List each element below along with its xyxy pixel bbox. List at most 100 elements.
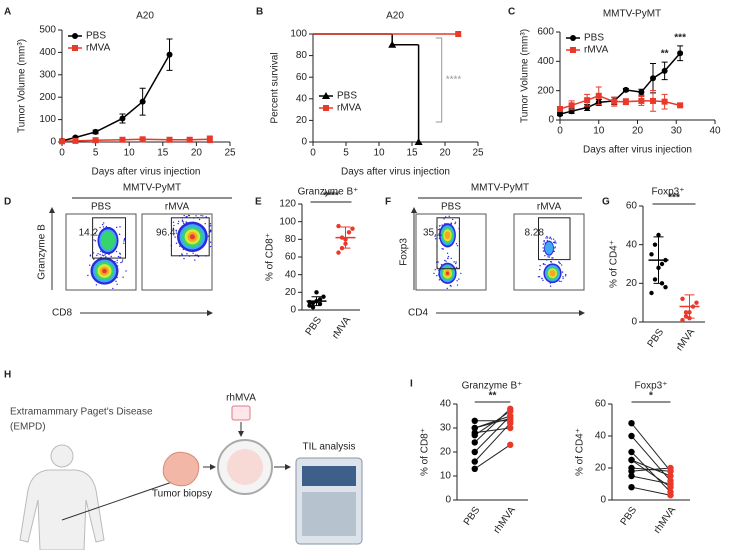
data-point (628, 420, 635, 427)
event-dot (564, 273, 567, 276)
y-axis-label: Tumor Volume (mm³) (17, 39, 28, 133)
density-contour (444, 231, 451, 240)
y-tick-label: 20 (296, 115, 308, 126)
event-dot (447, 255, 450, 258)
y-tick-label: 80 (285, 234, 297, 245)
event-dot (442, 248, 444, 250)
series-line (559, 52, 681, 115)
event-dot (433, 272, 435, 275)
pair-line (631, 467, 671, 472)
data-point (507, 408, 514, 415)
event-dot (202, 215, 204, 217)
data-point (628, 472, 635, 480)
data-point (628, 448, 635, 456)
event-dot (119, 226, 121, 228)
data-point (350, 226, 355, 231)
event-dot (123, 240, 125, 242)
y-axis-label: Granzyme B (37, 224, 48, 280)
density-contour (445, 271, 450, 276)
chart-title: Foxp3⁺ (634, 381, 667, 392)
event-dot (538, 275, 541, 278)
event-dot (209, 223, 212, 225)
biopsy-label: Tumor biopsy (152, 489, 212, 500)
pair-line (631, 459, 671, 477)
event-dot (183, 222, 185, 225)
event-dot (173, 224, 175, 227)
event-dot (209, 225, 212, 227)
event-dot (115, 280, 117, 283)
sample-label: PBS (441, 202, 461, 213)
legend-label: rMVA (86, 43, 111, 54)
event-dot (554, 240, 556, 242)
pair-line (474, 444, 511, 470)
event-dot (541, 277, 543, 280)
marker (186, 136, 193, 143)
marker (677, 102, 684, 109)
event-dot (181, 219, 184, 221)
event-dot (120, 261, 122, 264)
gate (436, 217, 460, 270)
x-tick-label: 0 (59, 148, 65, 159)
event-dot (101, 223, 104, 226)
y-tick-label: 0 (600, 495, 606, 506)
x-tick-label: PBS (646, 327, 667, 350)
event-dot (455, 242, 458, 245)
legend-marker (72, 33, 78, 39)
data-point (471, 439, 478, 446)
y-tick-label: 20 (440, 447, 452, 458)
marker (650, 97, 656, 104)
y-tick-label: 60 (285, 252, 297, 263)
event-dot (175, 232, 178, 234)
marker (119, 136, 126, 143)
data-point (471, 424, 478, 432)
data-point (656, 232, 661, 238)
y-axis-label: % of CD4⁺ (575, 428, 586, 476)
event-dot (549, 237, 551, 239)
event-dot (122, 276, 124, 278)
event-dot (449, 284, 452, 287)
y-axis-label: Foxp3 (399, 238, 410, 266)
y-tick-label: 500 (39, 25, 56, 36)
y-tick-label: 60 (626, 201, 638, 212)
event-dot (175, 230, 178, 232)
event-dot (94, 240, 97, 242)
panel-letter: I (410, 379, 413, 390)
event-dot (447, 257, 449, 259)
event-dot (542, 243, 545, 245)
event-dot (460, 272, 462, 275)
legend-marker (322, 92, 330, 99)
event-dot (194, 259, 196, 261)
y-tick-label: 60 (296, 72, 308, 83)
data-point (471, 465, 478, 472)
event-dot (451, 218, 454, 221)
event-dot (121, 259, 124, 261)
panel-letter: E (255, 197, 262, 208)
x-tick-label: 0 (310, 148, 316, 159)
event-dot (564, 275, 567, 277)
x-tick-label: rhMVA (652, 505, 678, 536)
legend-label: PBS (86, 31, 106, 42)
density-contour (102, 268, 107, 274)
event-dot (450, 222, 452, 224)
event-dot (550, 261, 553, 263)
event-dot (446, 287, 448, 290)
event-dot (552, 257, 554, 259)
marker (622, 86, 629, 93)
y-tick-label: 600 (537, 27, 554, 38)
x-tick-label: PBS (619, 505, 640, 528)
panel-letter: D (4, 197, 11, 208)
event-dot (545, 237, 547, 239)
tumor (162, 451, 200, 487)
marker (584, 97, 591, 104)
significance: *** (668, 193, 680, 204)
event-dot (542, 263, 545, 265)
y-tick-label: 100 (279, 216, 296, 227)
y-tick-label: 200 (537, 85, 554, 96)
chart-title: MMTV-PyMT (603, 9, 661, 20)
event-dot (549, 285, 552, 287)
y-tick-label: 20 (285, 287, 297, 298)
y-tick-label: 0 (631, 317, 637, 328)
data-point (471, 417, 478, 424)
data-point (346, 230, 352, 235)
